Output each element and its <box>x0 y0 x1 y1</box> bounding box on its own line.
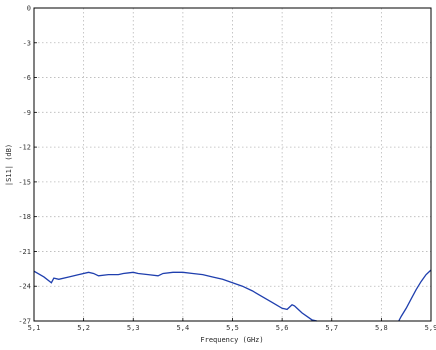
y-axis-label: |S11| (dB) <box>5 144 13 186</box>
y-tick-label: -15 <box>18 178 31 186</box>
y-tick-label: -3 <box>23 39 31 47</box>
x-tick-label: 5,1 <box>28 324 41 332</box>
s11-curve-segment-2 <box>398 269 432 322</box>
x-tick-label: 5,8 <box>375 324 388 332</box>
x-tick-label: 5,6 <box>276 324 289 332</box>
x-tick-label: 5,9 <box>425 324 436 332</box>
s11-curve-segment-1 <box>33 270 318 322</box>
grid-lines <box>33 7 432 322</box>
x-tick-labels: 5,1 5,2 5,3 5,4 5,5 5,6 5,7 5,8 5,9 <box>28 324 436 332</box>
y-tick-label: -18 <box>18 213 31 221</box>
y-tick-label: 0 <box>27 5 31 13</box>
x-tick-label: 5,5 <box>226 324 239 332</box>
plot-area <box>33 269 432 322</box>
y-tick-labels: 0 -3 -6 -9 -12 -15 -18 -21 -24 -27 <box>18 5 31 326</box>
x-tick-label: 5,4 <box>177 324 190 332</box>
y-tick-label: -21 <box>18 248 31 256</box>
y-tick-label: -6 <box>23 74 31 82</box>
y-tick-label: -12 <box>18 144 31 152</box>
x-tick-label: 5,3 <box>127 324 140 332</box>
x-tick-label: 5,2 <box>77 324 90 332</box>
x-tick-label: 5,7 <box>325 324 338 332</box>
y-tick-label: -24 <box>18 283 31 291</box>
plot-frame <box>33 7 432 322</box>
y-tick-label: -27 <box>18 318 31 326</box>
y-tick-label: -9 <box>23 109 31 117</box>
x-axis-label: Frequency (GHz) <box>200 336 263 344</box>
